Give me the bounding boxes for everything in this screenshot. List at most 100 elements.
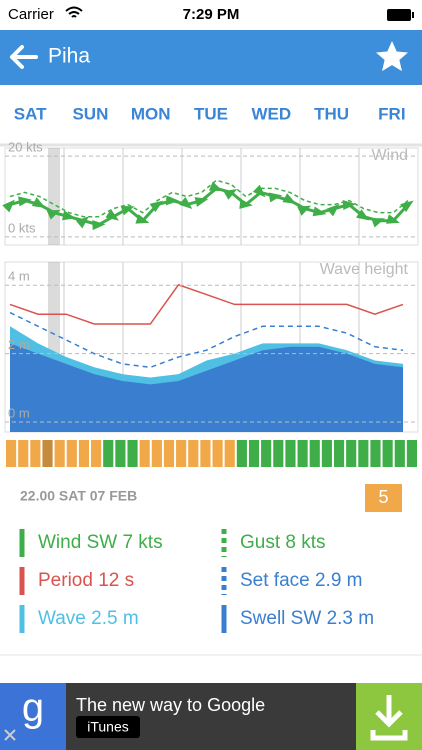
wind-arrow xyxy=(223,188,238,200)
wind-arrow xyxy=(105,209,119,221)
y-tick-label: 2 m xyxy=(8,337,30,352)
wind-arrow xyxy=(326,204,340,217)
carrier: Carrier xyxy=(8,6,54,23)
status-bar xyxy=(0,0,422,30)
itunes-badge xyxy=(76,716,140,738)
day-tab: WED xyxy=(251,104,291,123)
ad-badge-text: iTunes xyxy=(87,719,129,735)
wind-arrow xyxy=(297,205,312,216)
rating-value: 5 xyxy=(378,487,388,507)
back-button[interactable] xyxy=(10,45,38,69)
legend-label: Swell SW 2.3 m xyxy=(240,608,374,629)
wind-arrow xyxy=(120,205,135,216)
chart-title: Wave height xyxy=(320,261,409,278)
day-tab: FRI xyxy=(378,104,405,123)
wind-arrow xyxy=(239,198,253,209)
day-tab: SUN xyxy=(72,104,108,123)
clock: 7:29 PM xyxy=(183,6,240,23)
rating-cell xyxy=(42,440,53,467)
series-line xyxy=(9,186,410,227)
header-title: Piha xyxy=(48,45,90,68)
legend-label: Wave 2.5 m xyxy=(38,608,139,629)
wind-arrow xyxy=(75,216,90,229)
wifi-icon xyxy=(65,6,83,18)
wind-arrow xyxy=(312,206,327,217)
rating-cell xyxy=(394,440,405,467)
series-area xyxy=(10,343,403,432)
rating-cell xyxy=(78,440,90,467)
rating-cell xyxy=(273,440,284,467)
wind-arrow xyxy=(92,220,106,231)
wind-arrow xyxy=(165,195,180,206)
rating-cell xyxy=(297,440,308,467)
rating-cell xyxy=(139,440,150,467)
rating-cell xyxy=(6,440,17,467)
wind-arrow xyxy=(252,184,266,198)
wind-arrow xyxy=(282,193,297,204)
legend-label: Set face 2.9 m xyxy=(240,570,363,591)
rating-cell xyxy=(127,440,138,467)
ad-logo: g xyxy=(22,686,44,730)
rating-cell xyxy=(285,440,296,467)
rating-cell xyxy=(261,440,272,467)
wind-arrow xyxy=(31,197,46,208)
series-line xyxy=(9,179,409,218)
rating-cell xyxy=(358,440,369,467)
legend-label: Gust 8 kts xyxy=(240,532,326,553)
rating-cell xyxy=(151,440,162,467)
day-tab: SAT xyxy=(14,104,47,123)
rating-cell xyxy=(188,440,199,467)
favorite-star[interactable] xyxy=(376,41,408,72)
ad-banner[interactable] xyxy=(0,683,422,750)
series-line xyxy=(9,311,404,369)
battery-tip xyxy=(412,12,414,18)
time-cursor xyxy=(48,148,60,245)
download-icon xyxy=(370,695,408,741)
rating-cell xyxy=(91,440,102,467)
rating-cell xyxy=(309,440,320,467)
wind-arrow xyxy=(400,200,414,213)
rating-cell xyxy=(212,440,223,467)
rating-cell xyxy=(406,440,417,467)
legend-label: Period 12 s xyxy=(38,570,134,591)
legend-label: Wind SW 7 kts xyxy=(38,532,163,553)
day-tab: MON xyxy=(131,104,171,123)
chart-title: Wind xyxy=(372,147,408,164)
day-tab: TUE xyxy=(194,104,228,123)
battery xyxy=(387,9,411,21)
ad-close[interactable] xyxy=(4,729,16,741)
wind-arrow xyxy=(61,210,76,221)
rating-cell xyxy=(224,440,235,467)
wind-arrow xyxy=(356,209,370,221)
rating-cell xyxy=(382,440,393,467)
ad-text: The new way to Google xyxy=(76,695,265,715)
header xyxy=(0,30,422,85)
wind-arrow xyxy=(135,214,150,224)
wind-arrow xyxy=(2,199,15,213)
wind-arrow xyxy=(194,197,209,207)
wind-arrow xyxy=(386,214,400,224)
day-tab: THU xyxy=(314,104,349,123)
wind-arrow xyxy=(268,192,283,203)
y-tick-label: 0 kts xyxy=(8,220,36,235)
rating-cell xyxy=(346,440,357,467)
rating-cell xyxy=(176,440,187,467)
rating-cell xyxy=(18,440,29,467)
rating-cell xyxy=(200,440,211,467)
rating-cell xyxy=(333,440,345,467)
series-line xyxy=(9,283,404,325)
y-tick-label: 20 kts xyxy=(8,140,43,155)
rating-cell xyxy=(30,440,41,467)
rating-badge xyxy=(365,484,402,512)
wind-arrow xyxy=(208,181,223,192)
rating-cell xyxy=(248,440,260,467)
wind-arrow xyxy=(46,209,61,220)
rating-cell xyxy=(236,440,247,467)
chart-frame xyxy=(4,147,419,246)
rating-cell xyxy=(103,440,114,467)
y-tick-label: 4 m xyxy=(8,269,30,284)
rating-cell xyxy=(163,440,175,467)
rating-cell xyxy=(115,440,126,467)
rating-cell xyxy=(54,440,65,467)
